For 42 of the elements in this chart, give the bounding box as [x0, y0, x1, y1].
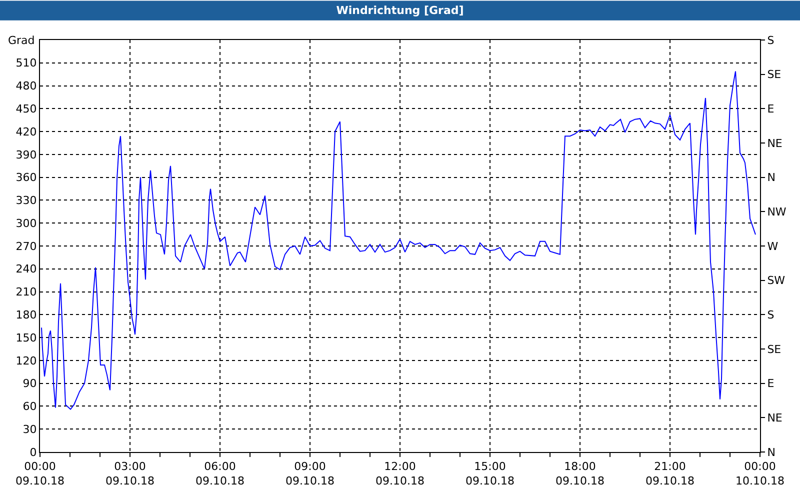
- x-tick-label: 06:00 09.10.18: [196, 460, 244, 488]
- y-tick-label: 360: [16, 171, 37, 184]
- y-tick-label: 480: [16, 80, 37, 93]
- category-label: SE: [767, 342, 782, 356]
- category-label: S: [767, 34, 774, 47]
- x-tick-label: 09:00 09.10.18: [286, 460, 334, 488]
- x-tick-label: 21:00 09.10.18: [646, 460, 694, 488]
- category-label: NW: [767, 206, 786, 219]
- y-tick-label: 180: [16, 308, 37, 322]
- category-label: E: [767, 377, 774, 390]
- x-tick-label: 15:00 09.10.18: [466, 460, 514, 488]
- category-label: NE: [767, 136, 782, 150]
- y-tick-label: 30: [22, 422, 37, 436]
- y-tick-label: 0: [30, 446, 37, 459]
- y-tick-label: 270: [16, 240, 37, 253]
- category-label: E: [767, 102, 774, 116]
- category-label: NE: [767, 412, 782, 425]
- y-tick-label: 150: [16, 331, 37, 344]
- chart-title: Windrichtung [Grad]: [336, 4, 464, 17]
- category-label: SE: [767, 68, 782, 82]
- x-tick-label: 03:00 09.10.18: [106, 460, 154, 488]
- category-label: S: [767, 308, 774, 322]
- y-tick-label: 510: [16, 56, 37, 70]
- category-label: SW: [767, 274, 786, 288]
- y-tick-label: 330: [16, 194, 37, 208]
- y-tick-label: 60: [22, 400, 37, 414]
- category-label: W: [767, 240, 778, 253]
- y-axis-title: Grad: [8, 34, 35, 47]
- x-tick-label: 18:00 09.10.18: [556, 460, 604, 488]
- x-tick-label: 00:00 09.10.18: [16, 460, 64, 488]
- y-tick-label: 300: [16, 216, 37, 230]
- x-tick-label: 12:00 09.10.18: [376, 460, 424, 488]
- y-tick-label: 240: [16, 262, 37, 276]
- category-label: N: [767, 171, 776, 184]
- y-tick-label: 90: [22, 377, 37, 390]
- y-tick-label: 390: [16, 148, 37, 162]
- x-tick-label: 00:00 10.10.18: [736, 460, 784, 488]
- category-label: N: [767, 446, 776, 459]
- y-tick-label: 420: [16, 125, 37, 138]
- y-tick-label: 120: [16, 354, 37, 368]
- y-tick-label: 210: [16, 286, 37, 299]
- y-tick-label: 450: [16, 102, 37, 116]
